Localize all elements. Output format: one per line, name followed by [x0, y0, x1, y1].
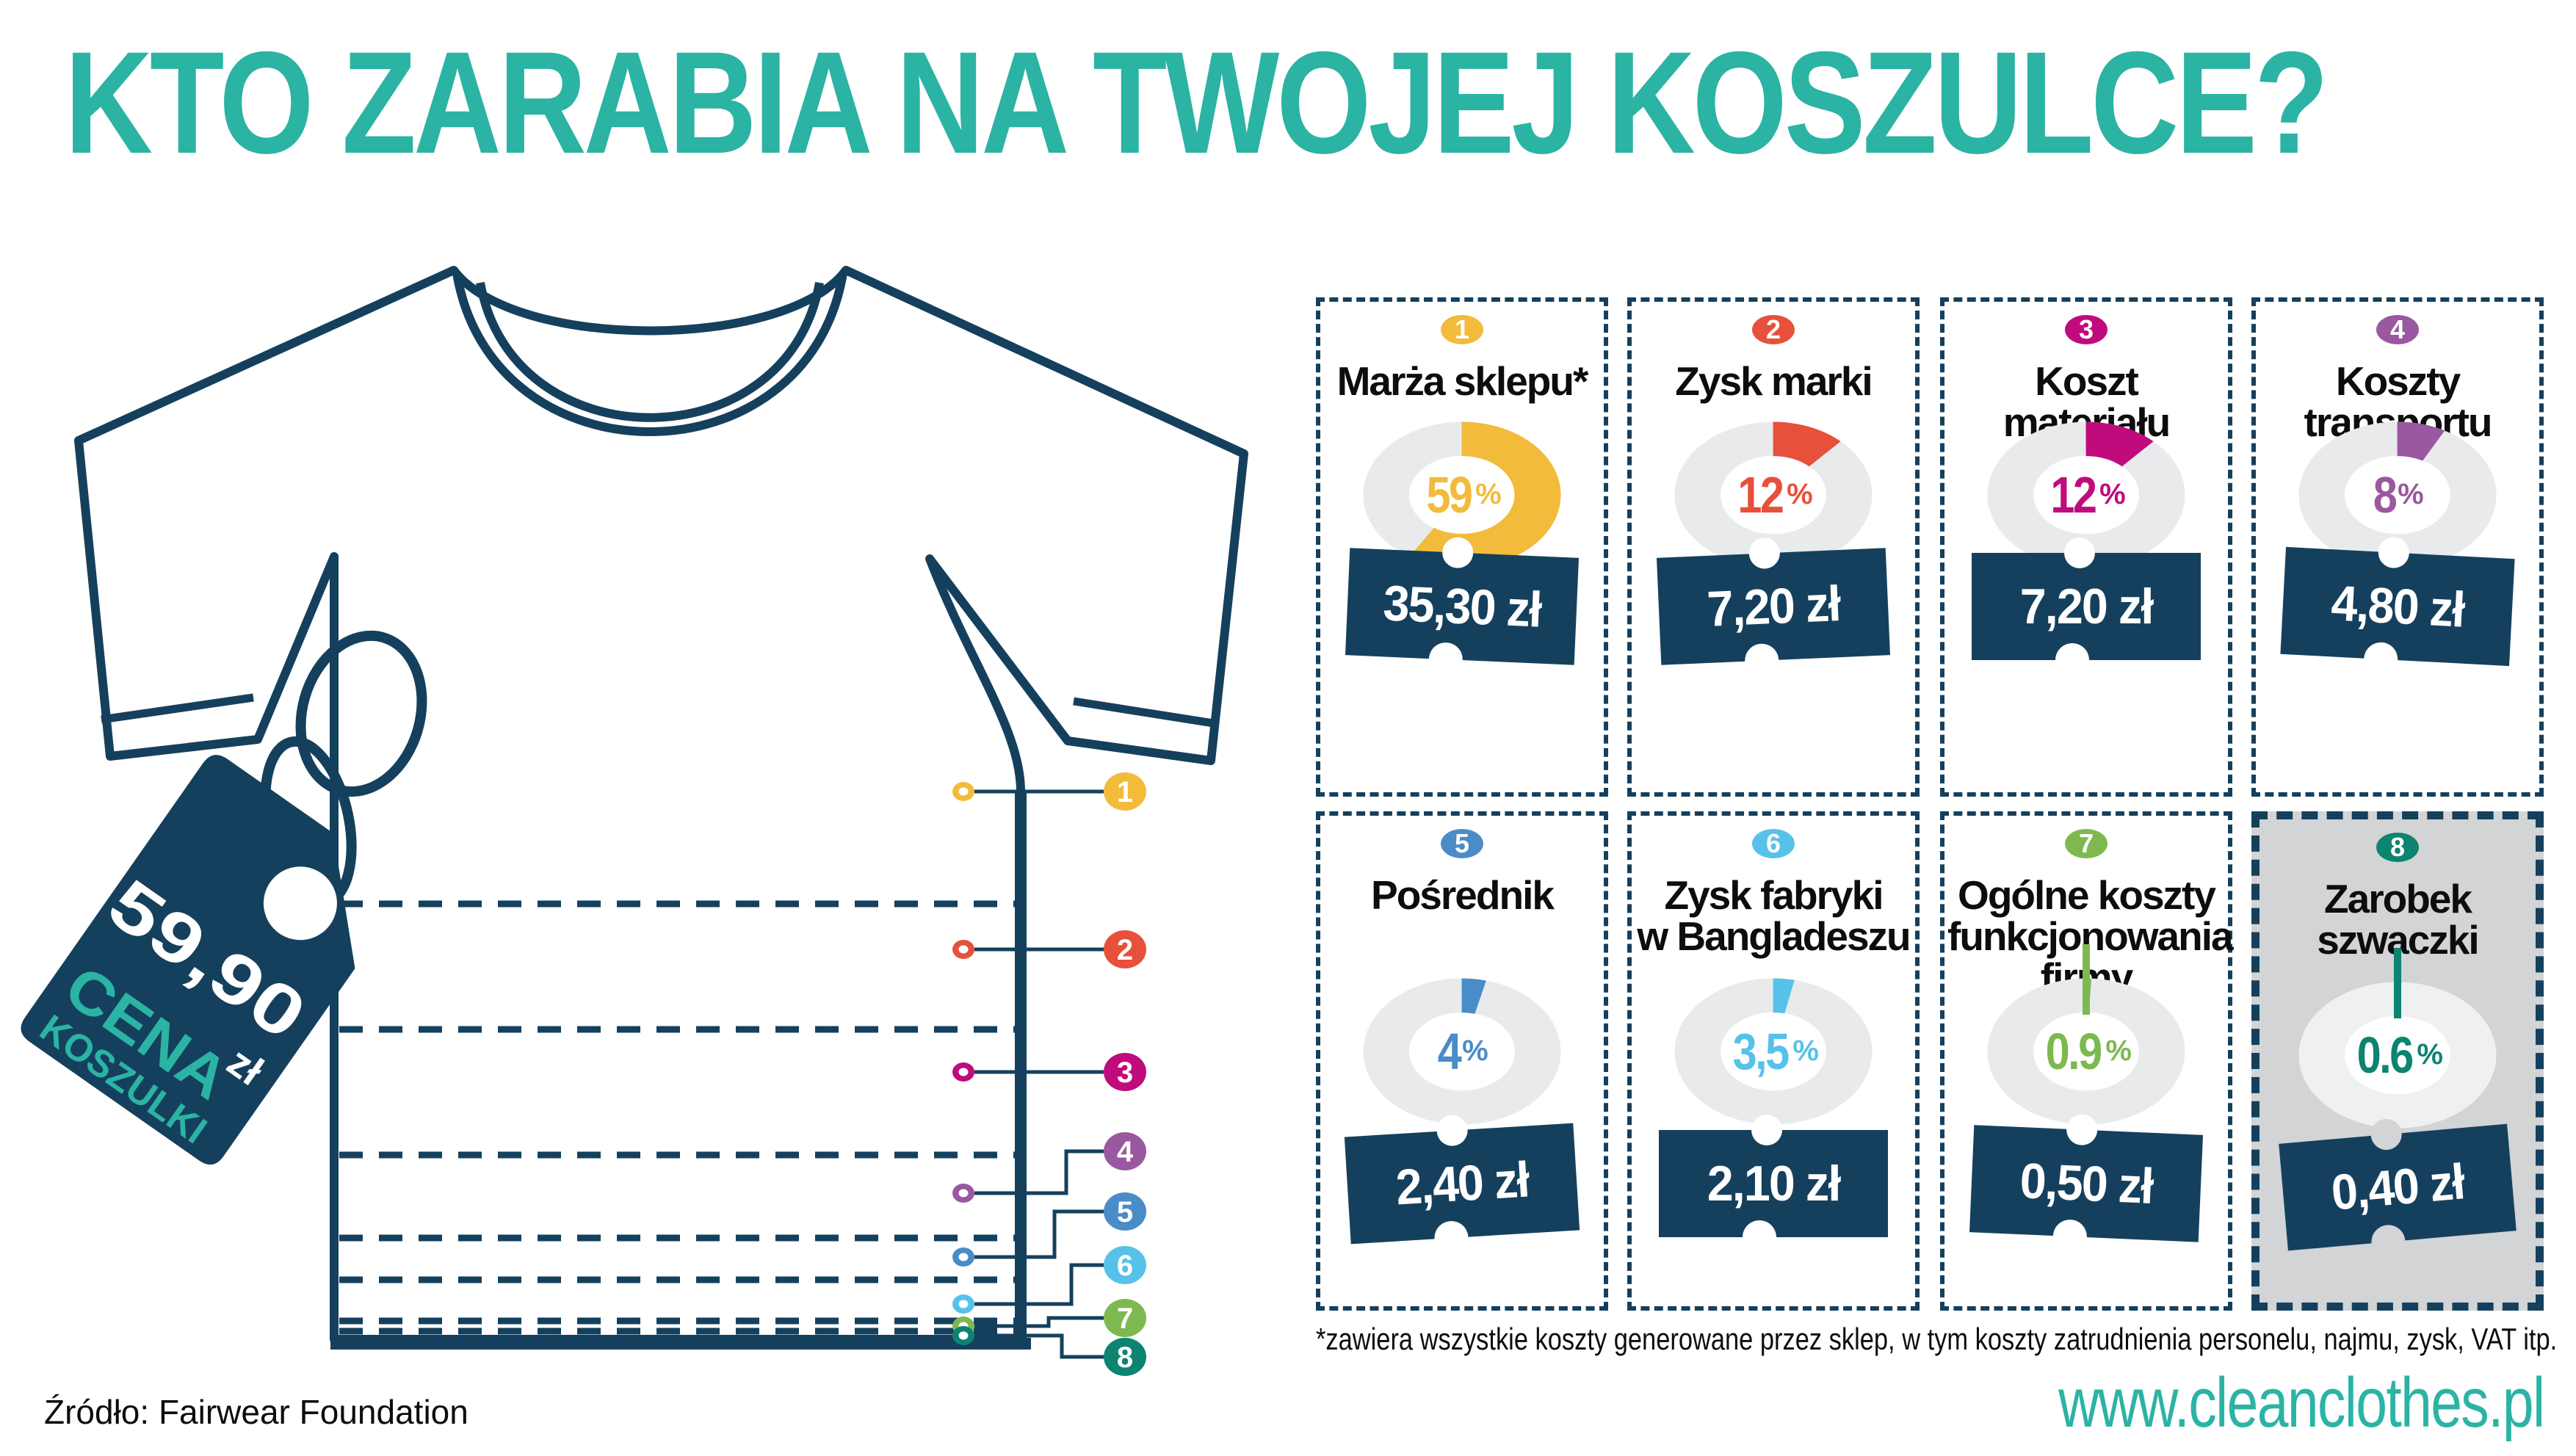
- cost-card-koszt-materialu: 3 Koszt materiału 12% 7,20 zł: [1940, 297, 2232, 797]
- percent-label: 12%: [1737, 466, 1813, 524]
- svg-text:2: 2: [1117, 934, 1133, 966]
- card-number-badge: 1: [1441, 314, 1483, 344]
- card-title: Pośrednik: [1371, 872, 1555, 918]
- tag-string-loop: [295, 630, 427, 797]
- card-title: Zysk marki: [1675, 358, 1873, 404]
- page-title: KTO ZARABIA NA TWOJEJ KOSZULCE?: [65, 21, 2329, 184]
- donut-chart: 0.9%: [1983, 944, 2189, 1125]
- svg-text:7: 7: [1117, 1303, 1133, 1335]
- cuff-seams: [101, 693, 1214, 728]
- segment-divider-lines: [339, 900, 1018, 1335]
- segment-dots: [952, 782, 974, 1345]
- card-number-badge: 2: [1752, 314, 1795, 344]
- svg-text:1: 1: [1117, 776, 1133, 808]
- marker-connector-lines: [974, 789, 1104, 1359]
- price-sticker: 2,40 zł: [1344, 1123, 1580, 1245]
- card-number-badge: 3: [2065, 314, 2108, 344]
- shirt-hem: [330, 1338, 1031, 1350]
- footnote: *zawiera wszystkie koszty generowane prz…: [1316, 1322, 2558, 1356]
- card-title: Zysk fabryki w Bangladeszu: [1637, 872, 1911, 960]
- tshirt-graphic: 1 2 3 4 5 6 7 8 59,90 zł CENA KOSZULKI: [21, 266, 1248, 1376]
- percent-label: 12%: [2050, 466, 2126, 524]
- percent-label: 0.6%: [2356, 1026, 2443, 1084]
- collar-outer-arc: [452, 272, 847, 436]
- price-sticker: 35,30 zł: [1345, 548, 1580, 665]
- price-sticker: 0,40 zł: [2279, 1123, 2517, 1251]
- price-sticker: 2,10 zł: [1659, 1115, 1888, 1254]
- percent-label: 4%: [1437, 1023, 1488, 1080]
- donut-chart: 4%: [1359, 974, 1565, 1125]
- price-sticker: 0,50 zł: [1969, 1125, 2204, 1242]
- cost-card-zarobek-szwaczki: 8 Zarobek szwaczki 0.6% 0,40 zł: [2251, 811, 2544, 1311]
- cost-card-zysk-fabryki: 6 Zysk fabryki w Bangladeszu 3,5% 2,10 z…: [1627, 811, 1920, 1311]
- svg-text:4: 4: [1117, 1136, 1134, 1168]
- percent-label: 3,5%: [1732, 1023, 1819, 1080]
- source-credit: Źródło: Fairwear Foundation: [44, 1393, 468, 1431]
- cost-card-koszty-transportu: 4 Koszty transportu 8% 4,80 zł: [2251, 297, 2544, 797]
- card-number-badge: 7: [2065, 828, 2108, 858]
- collar-inner-arc: [476, 281, 824, 422]
- svg-text:3: 3: [1117, 1057, 1133, 1089]
- card-number-badge: 4: [2376, 314, 2419, 344]
- svg-text:6: 6: [1117, 1250, 1133, 1282]
- price-sticker: 4,80 zł: [2280, 546, 2515, 667]
- cost-card-ogolne-koszty: 7 Ogólne koszty funkcjonowania firmy 0.9…: [1940, 811, 2234, 1311]
- card-number-badge: 5: [1441, 828, 1483, 858]
- tag-hole: [263, 866, 337, 941]
- card-title: Marża sklepu*: [1336, 358, 1589, 404]
- percent-label: 0.9%: [2045, 1023, 2132, 1080]
- cost-card-posrednik: 5 Pośrednik 4% 2,40 zł: [1316, 811, 1608, 1311]
- percent-label: 8%: [2373, 466, 2424, 524]
- price-sticker: 7,20 zł: [1972, 537, 2201, 677]
- svg-text:8: 8: [1117, 1341, 1133, 1374]
- segment-number-badges: 1 2 3 4 5 6 7 8: [1104, 772, 1146, 1376]
- card-number-badge: 6: [1752, 828, 1795, 858]
- price-sticker: 7,20 zł: [1656, 548, 1891, 665]
- donut-chart: 3,5%: [1671, 974, 1876, 1125]
- card-number-badge: 8: [2376, 832, 2419, 862]
- hang-tag: 59,90 zł CENA KOSZULKI: [21, 630, 427, 1165]
- website-link[interactable]: www.cleanclothes.pl: [2058, 1363, 2545, 1442]
- percent-label: 59%: [1426, 466, 1502, 524]
- cost-card-marza-sklepu: 1 Marża sklepu* 59% 35,30 zł: [1316, 297, 1608, 797]
- cost-card-zysk-marki: 2 Zysk marki 12% 7,20 zł: [1627, 297, 1920, 797]
- svg-text:5: 5: [1117, 1196, 1133, 1228]
- tag-shape: [21, 755, 355, 1165]
- card-title: Ogólne koszty funkcjonowania firmy: [1947, 872, 2234, 998]
- donut-chart: 0.6%: [2295, 948, 2500, 1129]
